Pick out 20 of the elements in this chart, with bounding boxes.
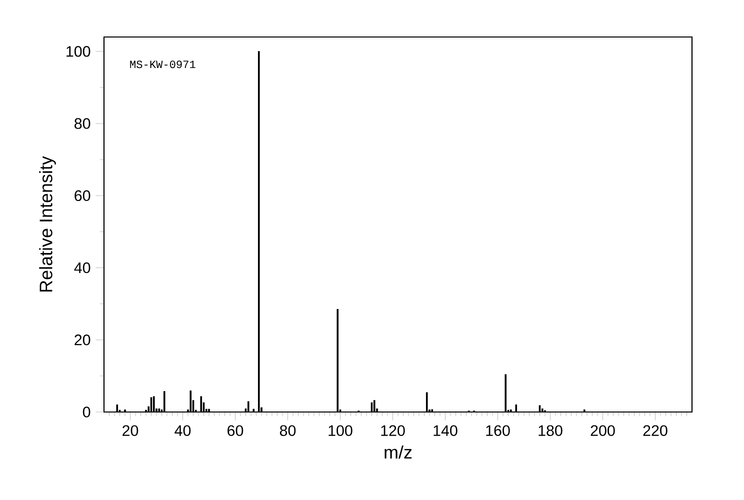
- x-tick-label: 20: [122, 425, 138, 436]
- x-tick-label: 100: [328, 425, 352, 436]
- y-tick-label: 20: [74, 334, 90, 346]
- y-tick-label: 60: [74, 190, 90, 202]
- annotation: MS-KW-0971: [130, 60, 196, 68]
- x-tick-label: 180: [538, 425, 562, 436]
- x-tick-label: 60: [228, 425, 244, 436]
- x-tick-label: 160: [486, 425, 510, 436]
- x-tick-label: 120: [381, 425, 405, 436]
- x-axis-title: m/z: [384, 445, 412, 459]
- x-tick-label: 220: [643, 425, 668, 436]
- y-tick-label: 40: [74, 262, 90, 274]
- y-tick-label: 0: [82, 406, 90, 418]
- x-tick-label: 80: [280, 425, 296, 436]
- x-tick-label: 140: [434, 425, 458, 436]
- y-axis-title: Relative Intensity: [39, 156, 56, 292]
- y-tick-label: 80: [74, 118, 90, 129]
- y-tick-label: 100: [66, 46, 90, 57]
- x-tick-label: 40: [174, 425, 191, 436]
- x-tick-label: 200: [590, 425, 615, 436]
